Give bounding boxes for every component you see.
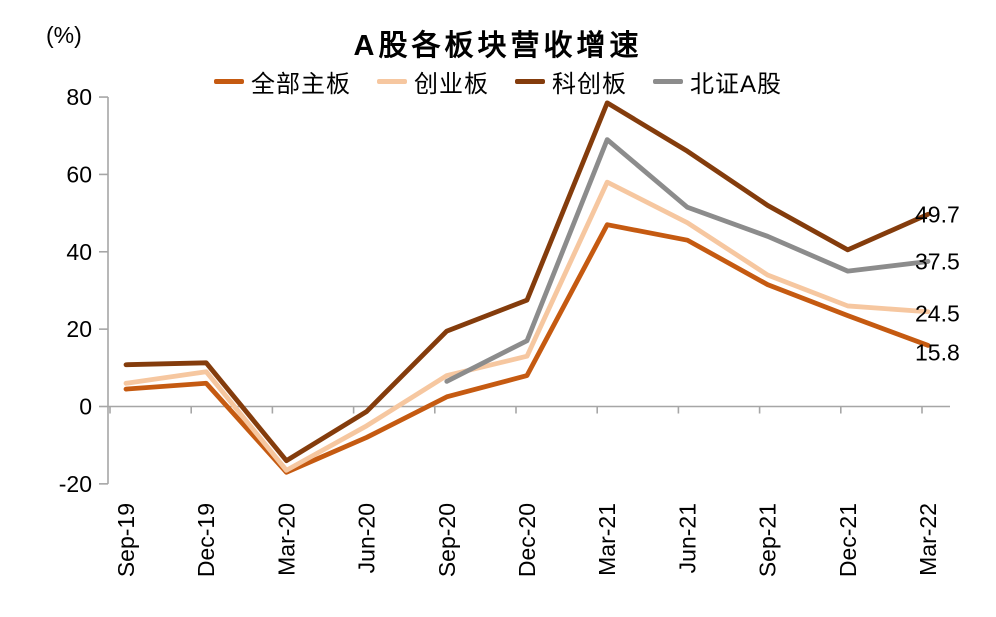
chart-title: A股各板块营收增速: [353, 30, 643, 62]
legend-item-创业板: 创业板: [376, 64, 489, 99]
legend-item-北证A股: 北证A股: [652, 64, 782, 99]
legend-swatch-icon: [376, 79, 407, 84]
legend-label: 北证A股: [689, 71, 782, 98]
legend-swatch-icon: [652, 79, 683, 84]
x-tick-label: Mar-22: [915, 503, 941, 576]
end-label-科创板: 49.7: [915, 201, 960, 227]
legend-label: 全部主板: [250, 71, 351, 98]
legend: 全部主板 创业板 科创板 北证A股: [0, 64, 996, 99]
y-tick-label: 20: [66, 316, 92, 342]
x-tick-label: Dec-19: [193, 503, 219, 577]
x-tick-label: Sep-21: [755, 503, 781, 577]
end-label-全部主板: 15.8: [915, 339, 960, 365]
series-line-创业板: [123, 179, 931, 473]
series-line-全部主板: [123, 222, 931, 475]
x-tick-label: Dec-20: [514, 503, 540, 577]
y-axis-unit-label: (%): [46, 22, 82, 48]
y-tick-label: 0: [79, 394, 92, 420]
y-tick-label: 60: [66, 161, 92, 187]
x-tick-label: Sep-19: [113, 503, 139, 577]
x-tick-label: Jun-20: [354, 503, 380, 573]
y-tick-label: 80: [66, 84, 92, 110]
x-tick-label: Jun-21: [674, 503, 700, 573]
end-label-北证A股: 37.5: [915, 248, 960, 274]
legend-label: 创业板: [413, 71, 489, 98]
x-tick-label: Mar-20: [273, 503, 299, 576]
y-tick-label: -20: [59, 471, 92, 497]
y-tick-label: 40: [66, 239, 92, 265]
x-tick-label: Sep-20: [434, 503, 460, 577]
legend-label: 科创板: [551, 71, 627, 98]
series-line-北证A股: [444, 137, 931, 384]
legend-item-科创板: 科创板: [514, 64, 627, 99]
legend-swatch-icon: [213, 79, 244, 84]
legend-item-全部主板: 全部主板: [213, 64, 351, 99]
end-label-创业板: 24.5: [915, 301, 960, 327]
legend-swatch-icon: [514, 79, 545, 84]
series-line-科创板: [123, 100, 931, 464]
x-tick-label: Dec-21: [835, 503, 861, 577]
x-tick-label: Mar-21: [594, 503, 620, 576]
